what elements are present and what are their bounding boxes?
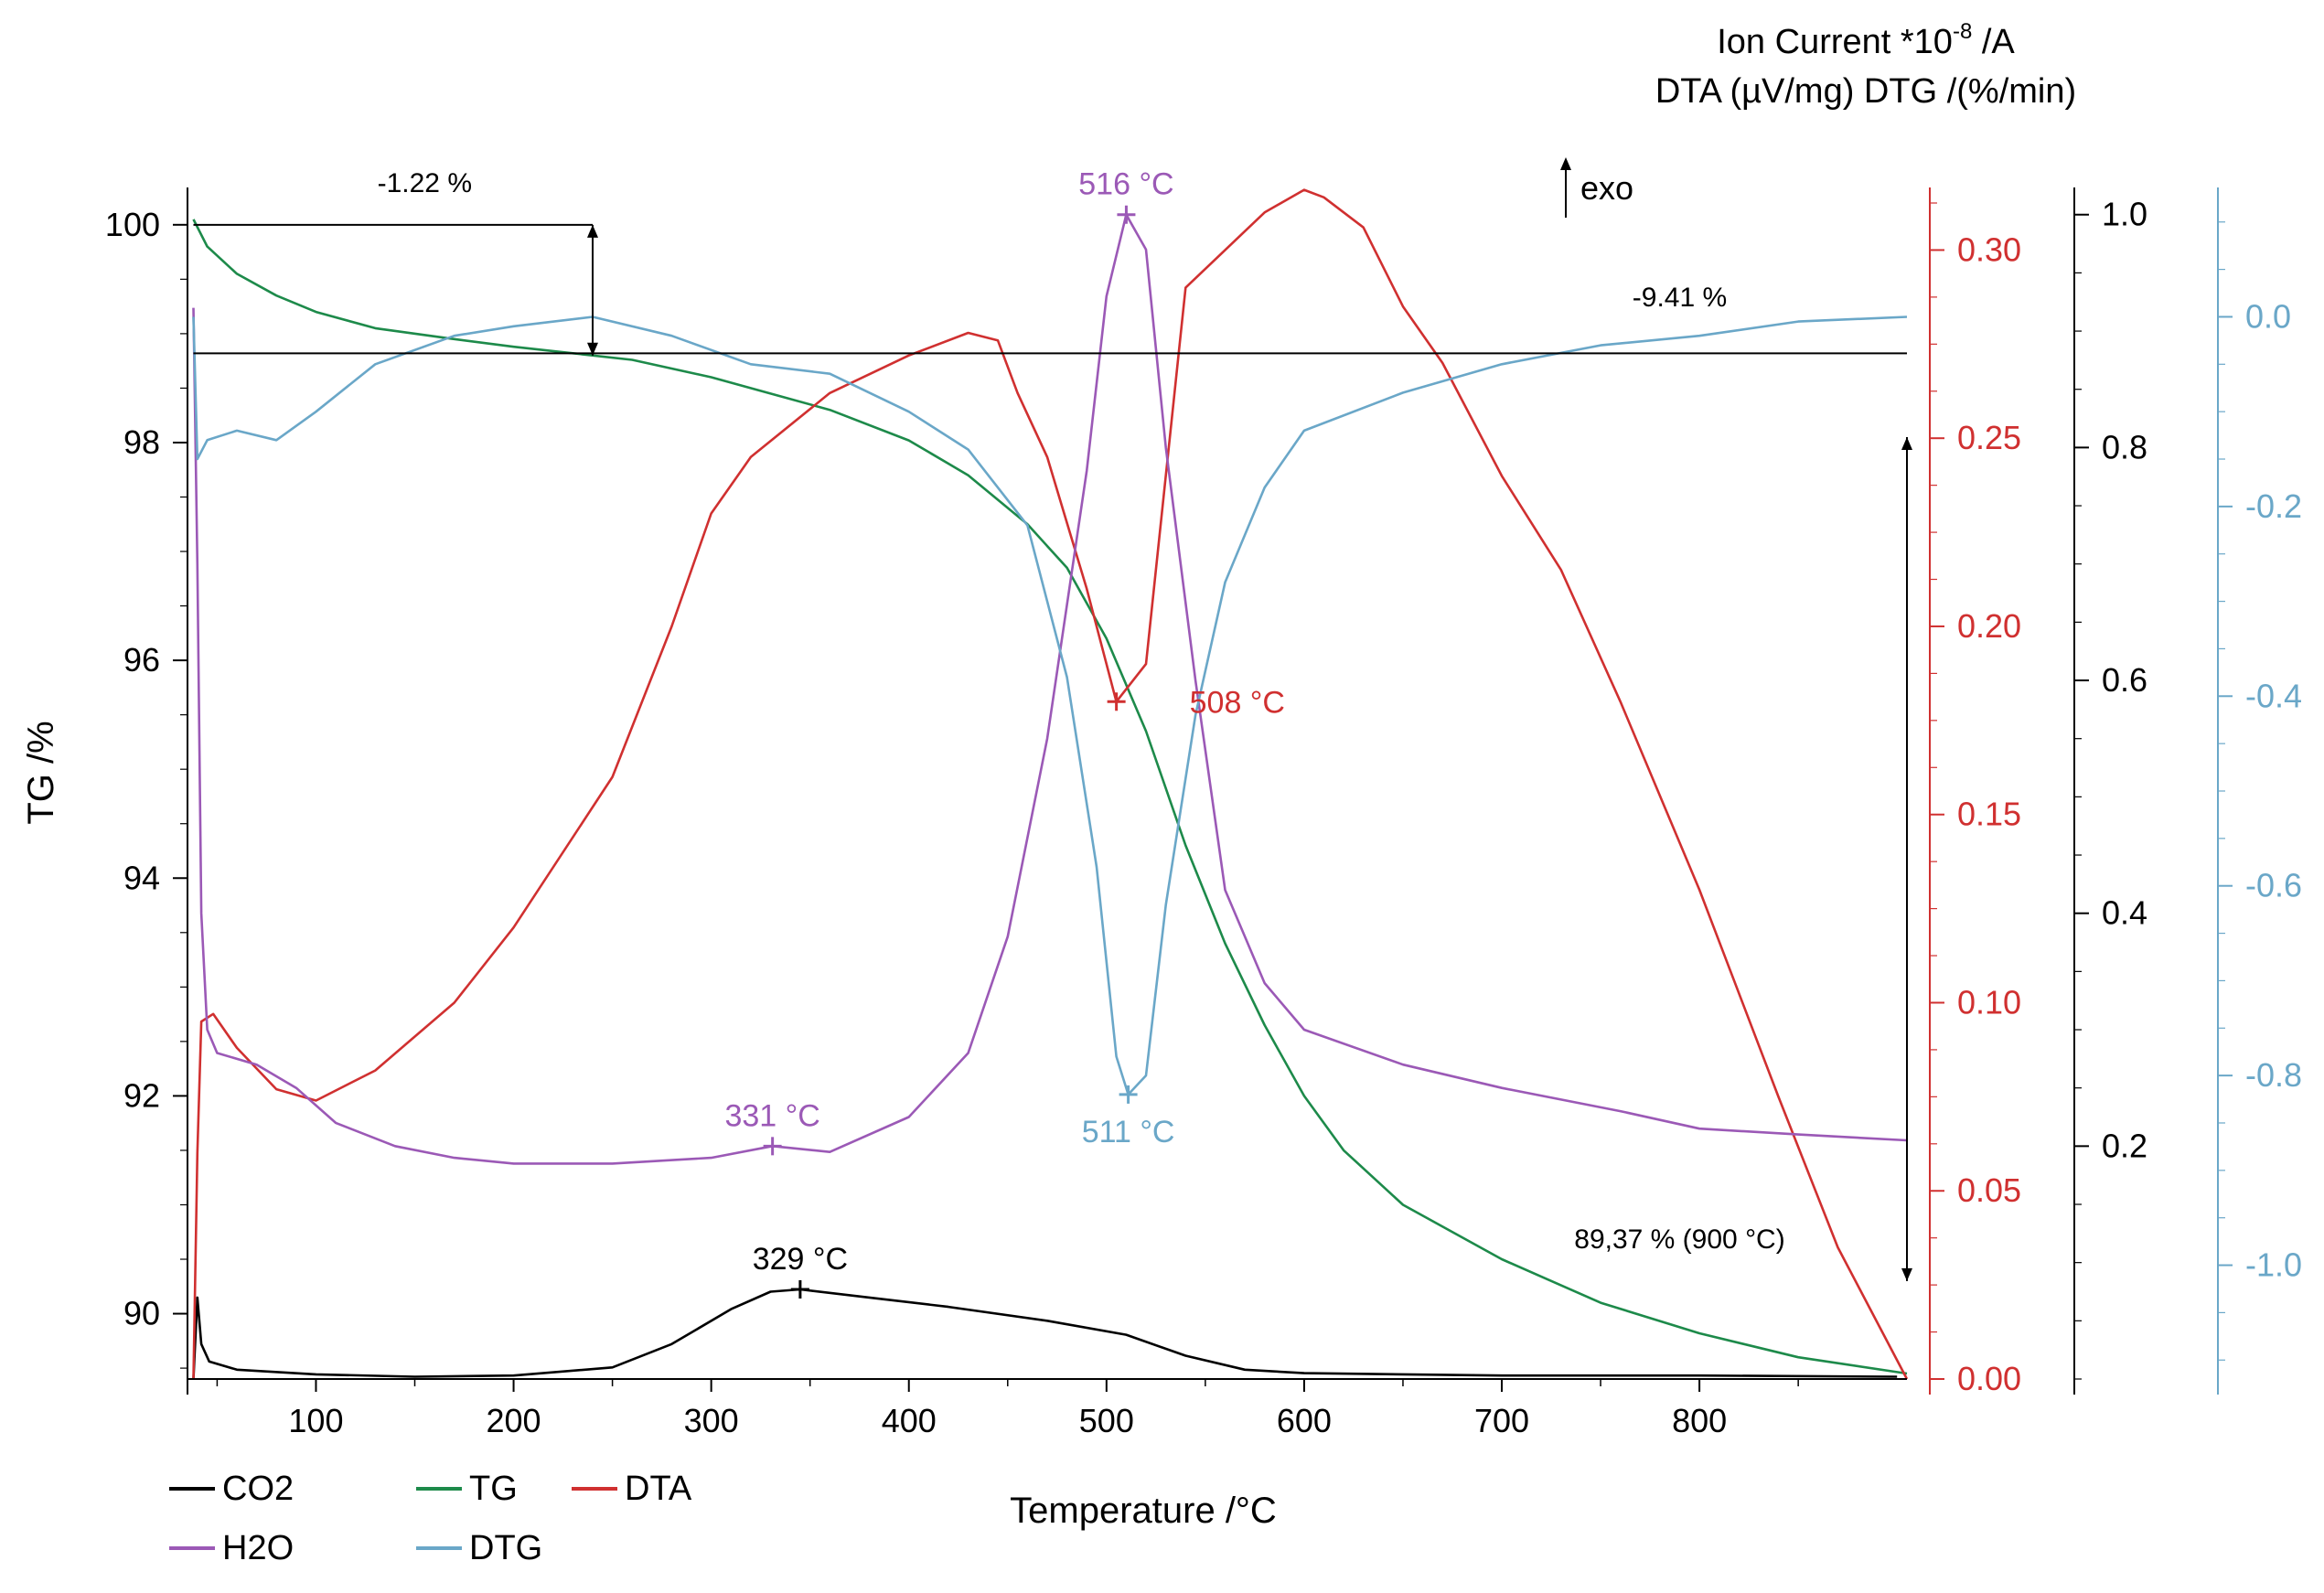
title-tail: /A xyxy=(1972,23,2015,61)
x-tick-label: 500 xyxy=(1079,1402,1134,1439)
ion-tick-label: 0.6 xyxy=(2102,661,2147,699)
dtg-tick-label: -0.2 xyxy=(2245,487,2302,525)
ion-tick-label: 0.4 xyxy=(2102,894,2147,932)
x-tick-label: 200 xyxy=(487,1402,541,1439)
tg-tick-label: 98 xyxy=(123,423,160,461)
x-tick-label: 300 xyxy=(684,1402,739,1439)
dta-tick-label: 0.15 xyxy=(1957,796,2021,833)
series-dtg-line xyxy=(192,315,1908,1096)
dta-tick-label: 0.25 xyxy=(1957,419,2021,456)
tg-tick-label: 92 xyxy=(123,1076,160,1114)
dtg-tick-label: -0.6 xyxy=(2245,867,2302,904)
dta-tick-label: 0.20 xyxy=(1957,607,2021,645)
y-axis-label: TG /% xyxy=(21,721,61,824)
title-main: Ion Current *10 xyxy=(1717,23,1953,61)
tg-residue-arrow-head-top xyxy=(1901,437,1912,451)
ion-tick-label: 0.8 xyxy=(2102,428,2147,465)
legend-label-co2: CO2 xyxy=(222,1470,294,1508)
dtg-tick-label: -0.4 xyxy=(2245,677,2302,714)
legend-label-h2o: H2O xyxy=(222,1529,294,1567)
peak-label: 331 °C xyxy=(724,1098,819,1133)
tg-residue-arrow-head-bottom xyxy=(1901,1267,1912,1281)
series-dta-line xyxy=(192,188,1909,1380)
dtg-tick-label: 0.0 xyxy=(2245,297,2291,335)
peak-label: 508 °C xyxy=(1190,685,1285,720)
legend-label-tg: TG xyxy=(469,1470,518,1508)
tg-step1-arrow-head-bottom xyxy=(586,342,598,356)
x-tick-label: 600 xyxy=(1277,1402,1332,1439)
ion-tick-label: 0.2 xyxy=(2102,1127,2147,1164)
series-co2-line xyxy=(192,1288,1898,1380)
peak-label: 329 °C xyxy=(753,1242,848,1277)
step-annotation: 89,37 % (900 °C) xyxy=(1574,1224,1784,1255)
tg-tick-label: 100 xyxy=(105,206,160,243)
x-tick-label: 100 xyxy=(288,1402,343,1439)
title-sup: -8 xyxy=(1953,19,1972,44)
dtg-tick-label: -0.8 xyxy=(2245,1056,2302,1094)
series-h2o-line xyxy=(192,213,1908,1165)
dta-tick-label: 0.00 xyxy=(1957,1360,2021,1397)
x-axis-label: Temperature /°C xyxy=(1010,1491,1277,1531)
ion-tick-label: 1.0 xyxy=(2102,196,2147,233)
dta-tick-label: 0.10 xyxy=(1957,983,2021,1021)
dtg-tick-label: -1.0 xyxy=(2245,1246,2302,1284)
x-tick-label: 700 xyxy=(1474,1402,1529,1439)
dta-tick-label: 0.30 xyxy=(1957,230,2021,268)
tg-tick-label: 96 xyxy=(123,641,160,679)
legend-label-dta: DTA xyxy=(625,1470,692,1508)
series-tg-line xyxy=(192,219,1908,1375)
peak-label: 511 °C xyxy=(1082,1115,1175,1149)
tg-tick-label: 94 xyxy=(123,859,160,896)
tg-step1-arrow-head-top xyxy=(586,224,598,238)
peak-label: 516 °C xyxy=(1078,167,1173,202)
tg-tick-label: 90 xyxy=(123,1295,160,1332)
x-tick-label: 400 xyxy=(882,1402,937,1439)
x-tick-label: 800 xyxy=(1672,1402,1727,1439)
exo-label: exo xyxy=(1580,169,1633,207)
chart-title-line1: Ion Current *10-8 /A xyxy=(1717,19,2015,61)
legend-label-dtg: DTG xyxy=(469,1529,542,1567)
chart-title-line2: DTA (µV/mg) DTG /(%/min) xyxy=(1655,72,2076,111)
step-annotation: -9.41 % xyxy=(1633,283,1727,313)
dta-tick-label: 0.05 xyxy=(1957,1171,2021,1209)
exo-arrowhead-icon xyxy=(1560,157,1571,170)
step-annotation: -1.22 % xyxy=(378,168,472,198)
